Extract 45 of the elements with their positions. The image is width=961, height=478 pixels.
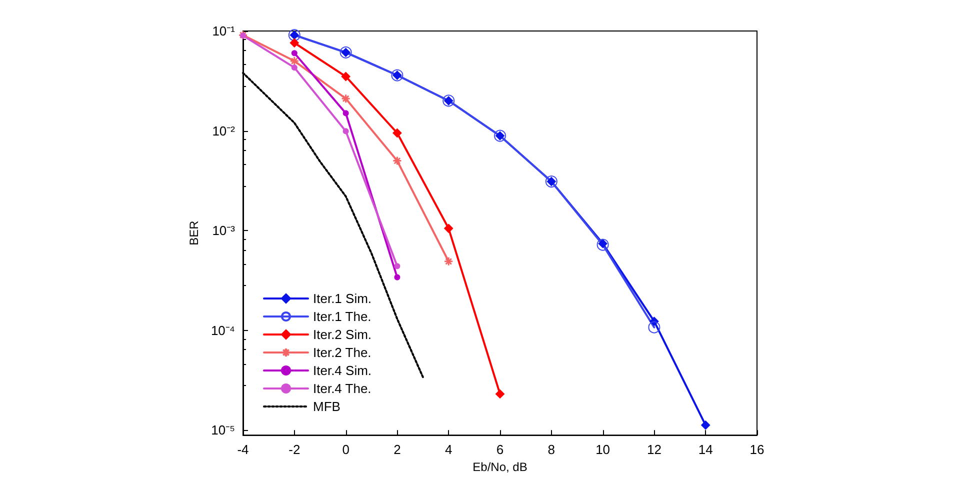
point [648,321,660,334]
point [496,389,504,398]
x-tick-label: 8 [548,442,556,458]
point [341,94,351,104]
point [240,32,246,39]
y-tick-label: 10⁻¹ [212,24,236,38]
y-tick-label: 10⁻⁴ [210,322,235,338]
legend-label: Iter.4 The. [313,381,372,396]
point [392,156,402,166]
x-tick-label: 16 [750,442,764,458]
legend-label: Iter.1 The. [313,309,372,324]
point [291,50,298,56]
x-tick-label: 4 [444,442,452,458]
point [596,238,609,251]
x-tick-label: 0 [342,442,350,458]
point [342,110,349,116]
point [701,420,710,430]
x-tick-label: 14 [698,442,713,458]
legend-label: Iter.4 Sim. [313,363,372,378]
x-tick-label: -2 [288,442,300,458]
point [392,128,402,138]
point [598,239,608,248]
x-tick-label: 12 [646,442,662,458]
legend-label: Iter.2 Sim. [313,327,372,342]
y-tick-label: 10⁻² [212,123,236,138]
x-tick-label: 2 [394,442,401,458]
x-tick-label: 6 [496,442,504,458]
x-tick-label: -4 [237,442,249,458]
legend-label: Iter.1 Sim. [313,291,372,306]
point [444,224,454,233]
point [290,38,299,48]
x-axis-title: Eb/No, dB [472,460,528,474]
point [341,72,350,81]
point [291,64,298,71]
point [394,274,400,280]
point [342,128,349,134]
y-tick-label: 10⁻⁵ [211,422,235,438]
legend-label: Iter.2 The. [313,345,372,360]
point [444,256,454,266]
point [394,263,400,270]
x-tick-label: 10 [596,442,610,458]
y-tick-label: 10⁻³ [212,223,236,238]
y-axis-title: BER [187,220,202,246]
legend-label: MFB [313,399,340,414]
point [290,56,300,66]
